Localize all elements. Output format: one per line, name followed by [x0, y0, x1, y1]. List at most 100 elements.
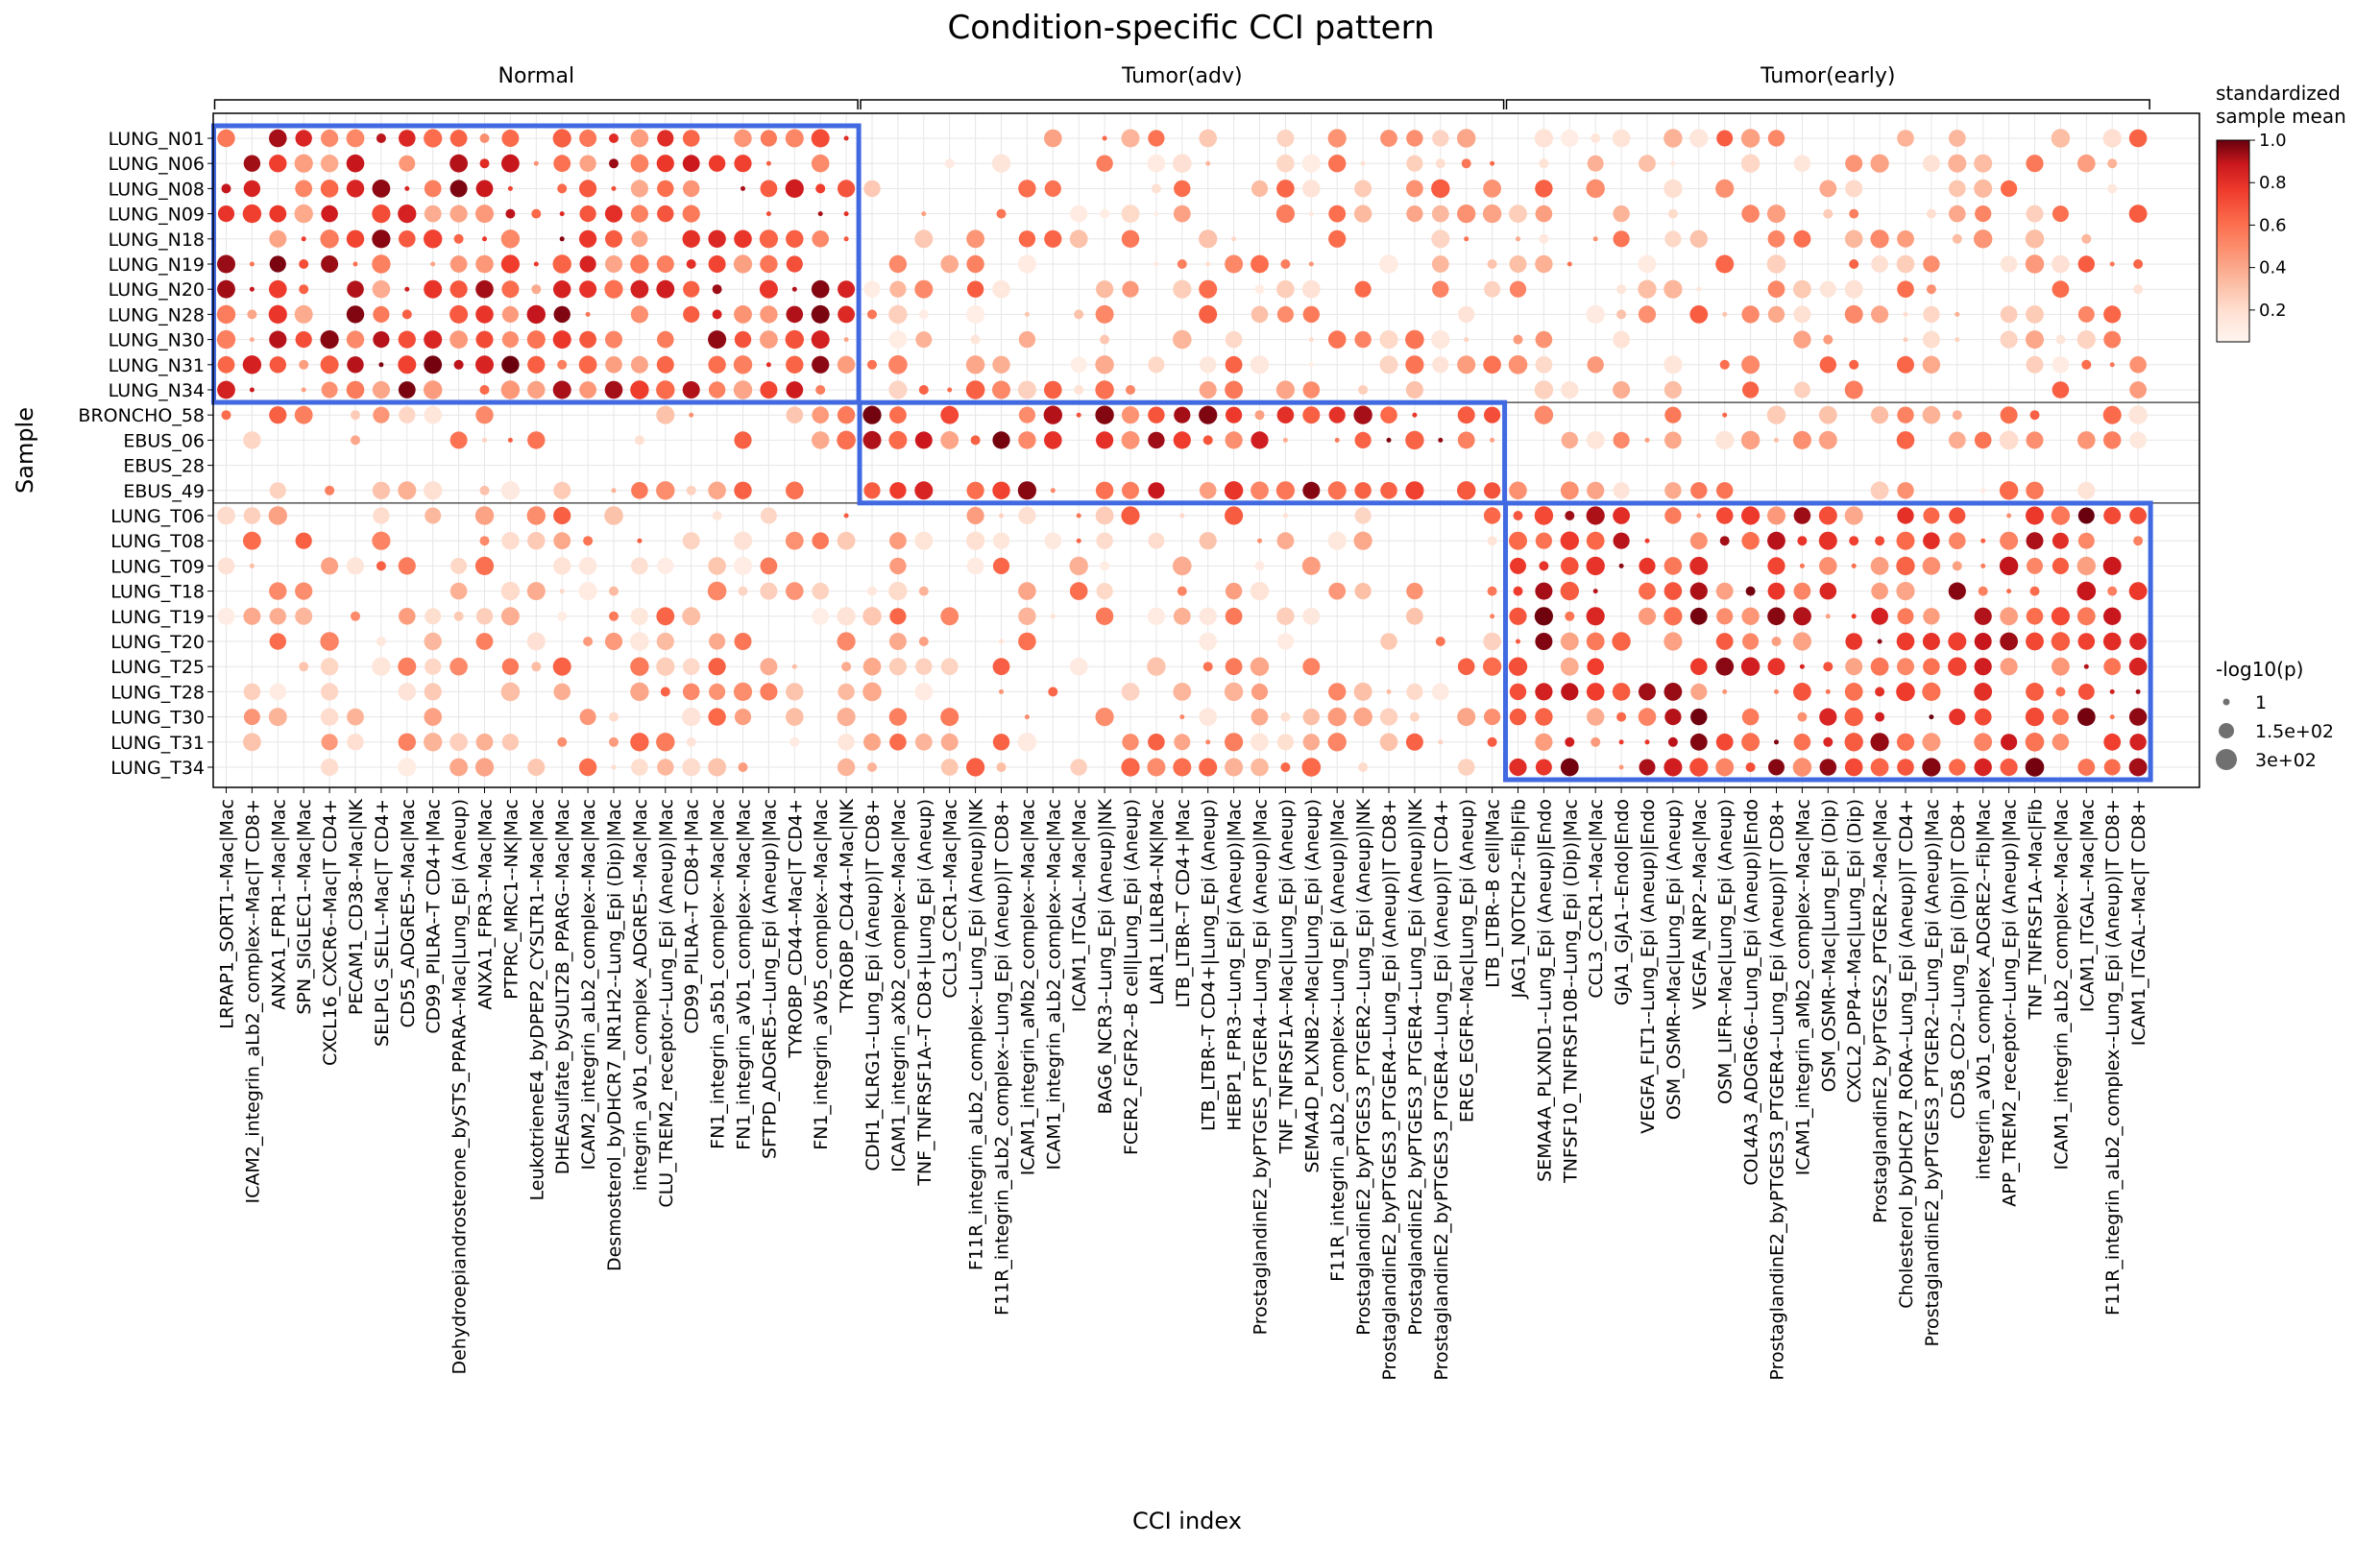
dot-mark — [2076, 581, 2097, 601]
dot-mark — [217, 607, 235, 625]
dot-mark — [527, 355, 546, 374]
dot-mark — [888, 330, 908, 349]
dot-mark — [2129, 431, 2147, 449]
dot-mark — [1767, 658, 1785, 676]
x-tick-label: TYROBP_CD44--Mac|NK — [837, 798, 858, 1013]
dot-mark — [2000, 406, 2018, 424]
dot-mark — [425, 507, 442, 524]
dot-mark — [269, 608, 286, 625]
dot-mark — [1431, 179, 1450, 199]
dot-mark — [1539, 561, 1549, 571]
dot-mark — [221, 183, 231, 194]
x-tick-label: SFTPD_ADGRE5--Lung_Epi (Aneup)|Mac — [759, 799, 780, 1159]
dot-mark — [559, 211, 565, 217]
dot-mark — [1328, 406, 1346, 423]
dot-mark — [888, 581, 908, 601]
dot-mark — [1301, 556, 1321, 575]
colorbar-tick-label: 0.4 — [2259, 258, 2287, 278]
dot-mark — [1516, 639, 1520, 644]
dot-mark — [1231, 236, 1237, 242]
dot-mark — [1328, 155, 1347, 173]
dot-mark — [1225, 758, 1244, 777]
y-tick-label: LUNG_T20 — [110, 632, 205, 653]
y-tick-label: LUNG_T08 — [110, 531, 205, 552]
dot-mark — [1148, 734, 1165, 751]
y-tick-label: LUNG_T25 — [110, 657, 205, 678]
dot-mark — [2128, 657, 2148, 676]
dot-mark — [1715, 758, 1735, 777]
dot-mark — [1561, 381, 1579, 398]
dot-mark — [708, 557, 726, 575]
dot-mark — [1767, 229, 1785, 248]
dot-mark — [867, 586, 877, 596]
dot-mark — [1017, 481, 1036, 500]
dot-mark — [2052, 254, 2070, 274]
dot-mark — [1147, 758, 1166, 777]
x-tick-label: F11R_integrin_aLb2_complex--Lung_Epi (An… — [992, 799, 1013, 1316]
dot-mark — [1690, 708, 1708, 726]
dot-mark — [682, 381, 700, 398]
dot-mark — [2006, 513, 2012, 519]
dot-mark — [733, 682, 753, 702]
dot-mark — [2103, 733, 2122, 751]
dot-mark — [1328, 582, 1347, 600]
dot-mark — [1742, 633, 1760, 650]
dot-mark — [1980, 488, 1986, 494]
dot-mark — [1897, 406, 1914, 423]
dot-mark — [1664, 683, 1683, 701]
dot-mark — [1767, 280, 1785, 299]
dot-mark — [1095, 304, 1114, 324]
dot-mark — [889, 482, 907, 499]
dot-mark — [2026, 532, 2044, 550]
dot-mark — [1302, 734, 1321, 751]
dot-mark — [1461, 158, 1471, 169]
dot-mark — [1353, 531, 1372, 550]
dot-mark — [1613, 381, 1631, 398]
dot-mark — [838, 305, 855, 324]
dot-mark — [1948, 130, 1966, 147]
dot-mark — [378, 362, 384, 368]
dot-mark — [889, 734, 907, 751]
dot-mark — [1870, 229, 1889, 249]
y-tick-label: LUNG_N34 — [109, 380, 205, 401]
dot-mark — [657, 180, 674, 198]
dot-mark — [1689, 758, 1709, 777]
dot-mark — [1328, 229, 1347, 248]
dot-mark — [1457, 759, 1475, 776]
dot-mark — [786, 481, 804, 500]
dot-mark — [1975, 205, 1992, 223]
dot-mark — [475, 205, 494, 224]
x-tick-label: ProstaglandinE2_byPTGES3_PTGER4--Lung_Ep… — [1379, 799, 1400, 1381]
dot-mark — [1251, 758, 1269, 777]
dot-mark — [475, 608, 494, 625]
x-tick-label: F11R_integrin_aLb2_complex--Lung_Epi (An… — [1327, 799, 1348, 1282]
group-headers: Normal Tumor(adv) Tumor(early) — [213, 64, 2150, 109]
dot-mark — [1613, 482, 1630, 499]
dot-mark — [2133, 284, 2144, 295]
dot-mark — [914, 481, 934, 500]
dot-mark — [1618, 764, 1624, 770]
dot-mark — [1974, 154, 1993, 173]
dot-mark — [1275, 481, 1295, 500]
dot-mark — [243, 683, 261, 701]
dot-mark — [1509, 280, 1527, 298]
dot-mark — [294, 204, 313, 224]
dot-mark — [579, 381, 596, 398]
dot-mark — [1767, 607, 1785, 626]
dot-mark — [996, 208, 1007, 219]
dot-mark — [966, 557, 984, 575]
dot-mark — [449, 130, 468, 147]
x-tick-label: F11R_integrin_aLb2_complex--Lung_Epi (An… — [966, 798, 987, 1270]
dot-mark — [1877, 639, 1882, 644]
x-tick-label: VEGFA_NRP2--Mac|Mac — [1689, 799, 1711, 1009]
dot-mark — [1871, 406, 1889, 424]
dot-mark — [918, 637, 929, 646]
dot-mark — [1870, 481, 1889, 500]
dot-mark — [2052, 381, 2070, 398]
dot-mark — [1716, 608, 1734, 625]
dot-mark — [1845, 180, 1863, 198]
dot-mark — [1205, 160, 1211, 166]
dot-mark — [1199, 381, 1217, 398]
colorbar-title-1: standardized — [2216, 82, 2341, 105]
x-tick-label: EREG_EGFR--Mac|Lung_Epi (Aneup) — [1457, 799, 1478, 1123]
